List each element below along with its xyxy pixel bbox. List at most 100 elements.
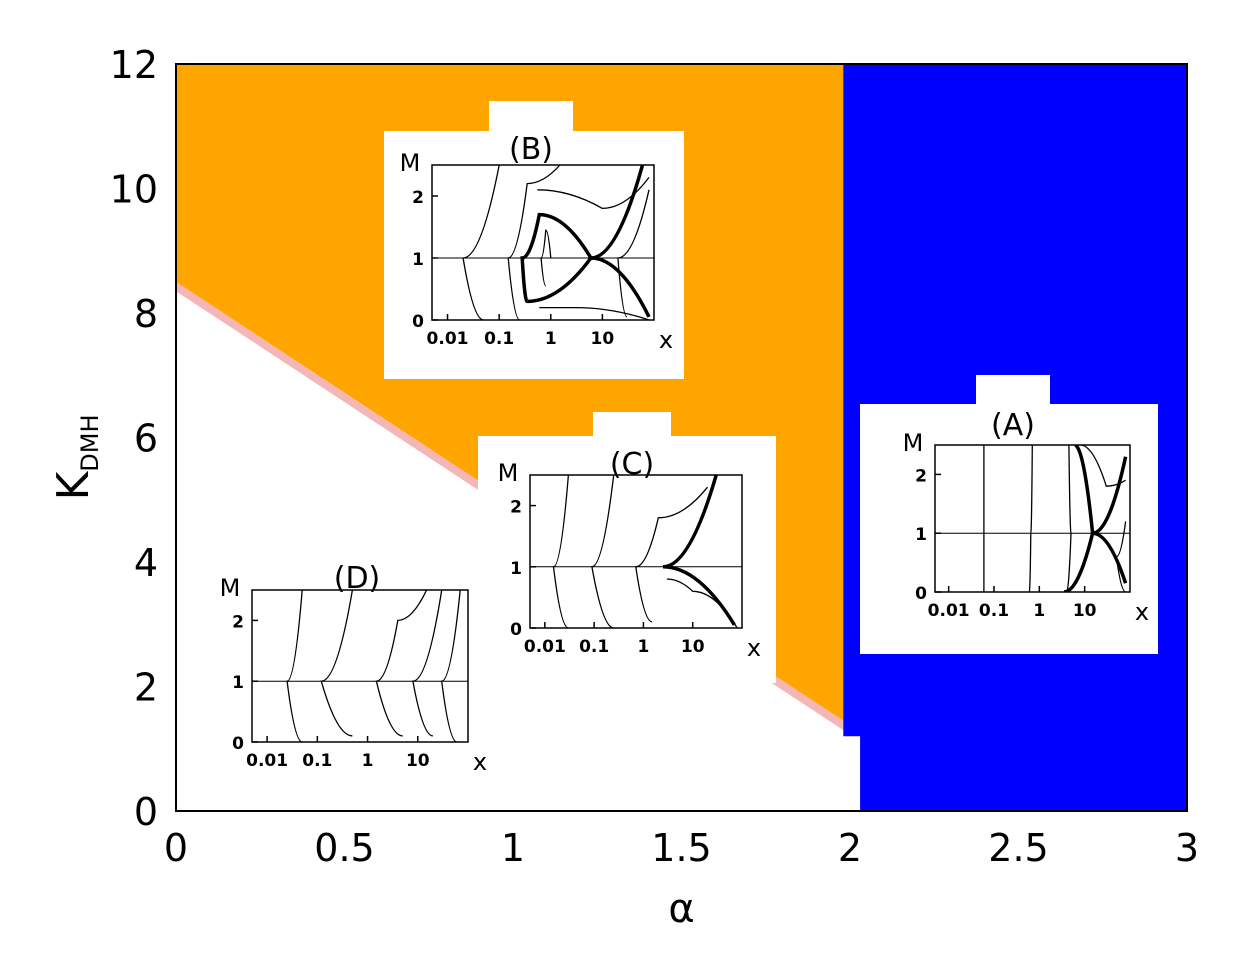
y-tick-label: 12 — [110, 43, 158, 87]
y-axis-label-subscript: DMH — [76, 414, 104, 471]
inset-trajectory — [1028, 445, 1033, 592]
inset-trajectory — [666, 578, 738, 628]
inset-x-tick-label: 10 — [406, 751, 430, 771]
inset-y-tick-label: 2 — [232, 612, 244, 632]
inset-separatrix — [520, 165, 645, 304]
inset-trajectory — [507, 165, 561, 320]
inset-y-tick-label: 0 — [510, 620, 522, 640]
inset-x-tick-label: 0.01 — [246, 751, 288, 771]
inset-trajectory — [539, 306, 650, 320]
inset-trajectory — [540, 229, 552, 287]
x-tick-label: 1 — [501, 826, 525, 870]
inset-curves — [432, 165, 654, 320]
inset-x-tick-label: 0.1 — [979, 601, 1009, 621]
inset-c: (C) 0 1 2 0.01 0.1 1 10 Mx — [478, 412, 776, 683]
inset-trajectory — [537, 177, 650, 210]
y-tick-label: 8 — [134, 292, 158, 336]
x-tick-label: 2 — [838, 826, 862, 870]
inset-background — [489, 101, 573, 133]
x-tick-label: 0.5 — [314, 826, 374, 870]
y-tick-label: 4 — [134, 541, 158, 585]
inset-y-label: M — [220, 574, 241, 602]
inset-separatrix — [527, 256, 651, 318]
inset-frame — [529, 474, 743, 629]
inset-background — [976, 375, 1050, 407]
y-tick-label: 0 — [134, 790, 158, 834]
inset-trajectory — [440, 590, 461, 742]
inset-y-label: M — [400, 149, 421, 177]
inset-x-label: x — [747, 634, 761, 662]
inset-y-tick-label: 0 — [412, 312, 424, 332]
inset-x-label: x — [659, 326, 673, 354]
inset-curves — [530, 475, 742, 628]
inset-x-tick-label: 0.1 — [579, 637, 609, 657]
inset-x-tick-label: 0.01 — [524, 637, 566, 657]
inset-title: (B) — [509, 132, 553, 167]
inset-x-tick-label: 10 — [1073, 601, 1097, 621]
inset-x-tick-label: 1 — [637, 637, 649, 657]
x-tick-label: 0 — [164, 826, 188, 870]
inset-title: (A) — [991, 408, 1035, 443]
inset-y-tick-label: 1 — [232, 673, 244, 693]
inset-trajectory — [320, 590, 354, 737]
y-tick-label: 6 — [134, 417, 158, 461]
inset-trajectory — [412, 590, 443, 737]
inset-trajectory — [286, 590, 303, 742]
inset-x-tick-label: 1 — [545, 329, 557, 349]
inset-trajectory — [1065, 445, 1072, 592]
y-axis-label-main: K — [48, 471, 99, 501]
inset-trajectory — [1115, 521, 1127, 592]
inset-x-tick-label: 10 — [681, 637, 705, 657]
x-axis-label: α — [668, 886, 694, 932]
inset-title: (C) — [610, 447, 654, 482]
plot-frame — [175, 63, 1188, 812]
inset-curves — [935, 445, 1130, 592]
inset-frame — [251, 589, 469, 743]
inset-x-tick-label: 1 — [1033, 601, 1045, 621]
inset-y-tick-label: 2 — [915, 466, 927, 486]
inset-x-label: x — [473, 748, 487, 776]
inset-x-tick-label: 0.01 — [928, 601, 970, 621]
inset-background — [384, 131, 684, 379]
inset-y-tick-label: 1 — [510, 559, 522, 579]
y-axis-label: KDMH — [48, 414, 104, 500]
inset-trajectory — [591, 475, 615, 628]
inset-background — [593, 412, 671, 440]
inset-trajectory — [462, 165, 500, 320]
inset-trajectory — [552, 475, 570, 628]
inset-trajectory — [1080, 445, 1126, 487]
inset-x-tick-label: 10 — [591, 329, 615, 349]
inset-trajectory — [375, 590, 428, 737]
inset-y-tick-label: 2 — [510, 498, 522, 518]
inset-a: (A) 0 1 2 0.01 0.1 1 10 Mx — [860, 375, 1158, 654]
inset-frame — [934, 444, 1131, 593]
inset-frame — [431, 164, 655, 321]
inset-b: (B) 0 1 2 0.01 0.1 1 10 Mx — [384, 101, 684, 379]
inset-x-tick-label: 0.1 — [302, 751, 332, 771]
inset-y-label: M — [498, 459, 519, 487]
x-tick-label: 1.5 — [651, 826, 711, 870]
inset-y-tick-label: 0 — [232, 734, 244, 754]
inset-y-label: M — [903, 429, 924, 457]
y-tick-label: 10 — [110, 168, 158, 212]
inset-y-tick-label: 0 — [915, 584, 927, 604]
inset-x-tick-label: 0.1 — [484, 329, 514, 349]
inset-background — [478, 436, 776, 683]
x-tick-label: 2.5 — [988, 826, 1048, 870]
inset-x-tick-label: 0.01 — [427, 329, 469, 349]
inset-trajectory — [617, 189, 650, 318]
x-tick-label: 3 — [1175, 826, 1199, 870]
inset-x-label: x — [1135, 598, 1149, 626]
inset-separatrix — [1073, 445, 1128, 584]
inset-y-tick-label: 1 — [915, 525, 927, 545]
inset-trajectory — [635, 486, 709, 623]
inset-y-tick-label: 1 — [412, 250, 424, 270]
y-tick-label: 2 — [134, 666, 158, 710]
inset-x-tick-label: 1 — [362, 751, 374, 771]
inset-curves — [252, 590, 468, 742]
inset-y-tick-label: 2 — [412, 188, 424, 208]
